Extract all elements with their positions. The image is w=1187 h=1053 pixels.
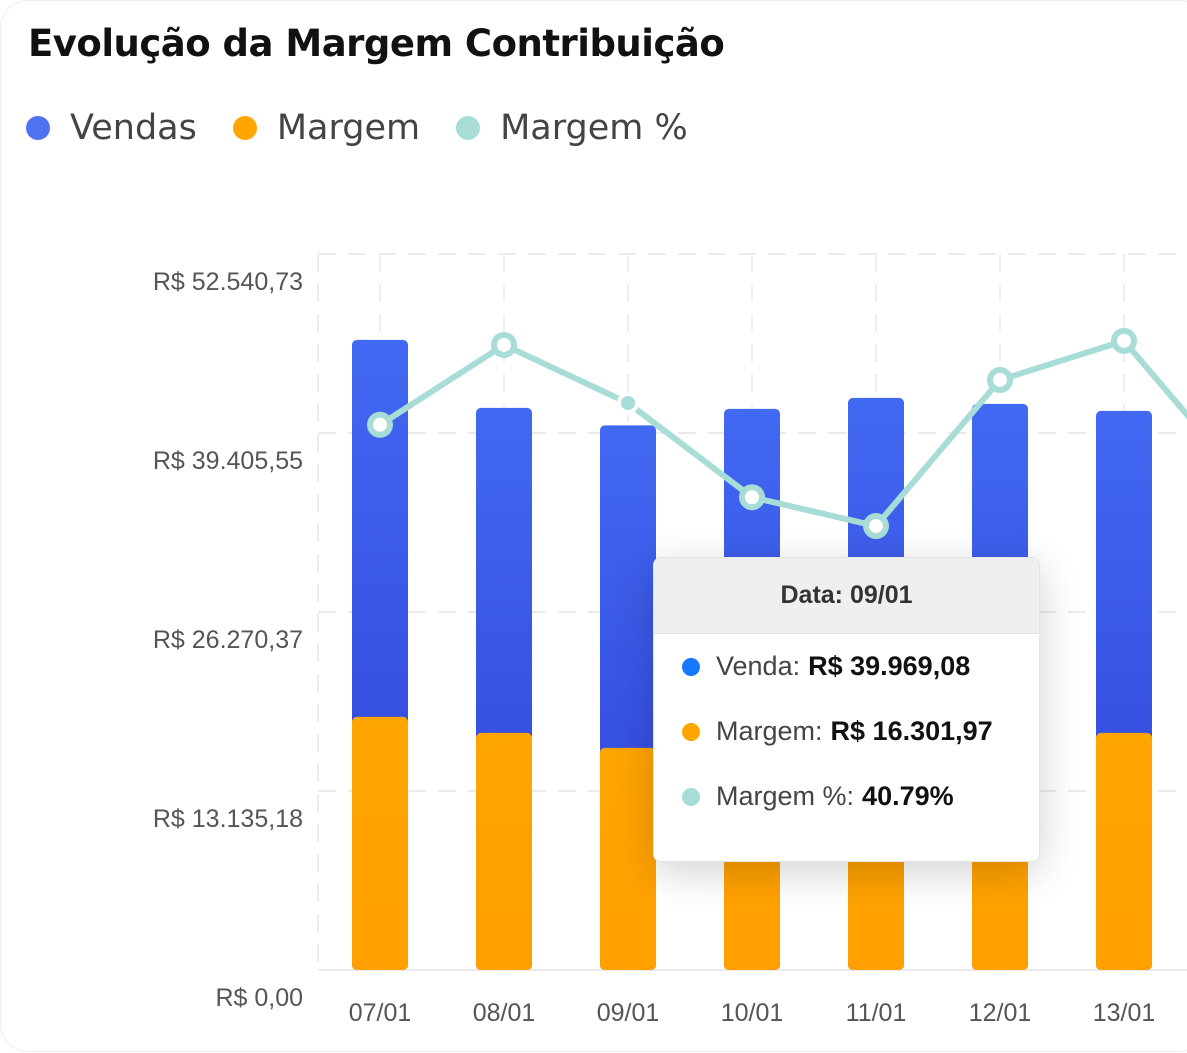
bar-margem	[600, 747, 656, 970]
y-tick-label: R$ 13.135,18	[153, 805, 303, 833]
point-margem-pct	[863, 513, 889, 540]
x-tick-label: 11/01	[846, 999, 907, 1027]
legend-item-vendas[interactable]: Vendas	[26, 108, 197, 148]
x-tick-label: 07/01	[349, 999, 412, 1027]
point-margem-pct	[987, 366, 1013, 393]
tooltip-header: Data: 09/01	[654, 558, 1039, 634]
chart-title: Evolução da Margem Contribuição	[28, 22, 725, 65]
bar-margem	[352, 716, 408, 970]
point-margem-pct	[1111, 327, 1137, 354]
bar-margem	[1096, 732, 1152, 970]
tooltip-label: Venda:	[716, 651, 801, 681]
x-tick-label: 12/01	[969, 999, 1032, 1027]
legend-dot-margem	[232, 116, 257, 140]
tooltip: Data: 09/01 Venda: R$ 39.969,08 Margem: R$…	[653, 557, 1040, 862]
legend-item-margem-pct[interactable]: Margem %	[456, 108, 688, 148]
tooltip-value: 40.79%	[862, 781, 954, 811]
tooltip-dot	[682, 722, 700, 741]
tooltip-value: R$ 16.301,97	[830, 716, 993, 746]
tooltip-dot	[682, 657, 700, 676]
tooltip-dot	[682, 787, 700, 806]
y-tick-label: R$ 39.405,55	[153, 447, 303, 475]
x-tick-label: 13/01	[1093, 999, 1156, 1027]
point-margem-pct	[367, 411, 393, 438]
legend-label: Vendas	[70, 108, 197, 148]
tooltip-label: Margem:	[716, 716, 823, 746]
legend-label: Margem %	[500, 108, 688, 148]
bar-margem	[476, 732, 532, 970]
x-tick-label: 09/01	[597, 999, 660, 1027]
legend-dot-margem-pct	[456, 116, 481, 140]
point-margem-pct	[739, 484, 765, 511]
tooltip-row-venda: Venda: R$ 39.969,08	[682, 634, 1039, 699]
x-tick-label: 08/01	[473, 999, 536, 1027]
x-tick-label: 10/01	[721, 999, 784, 1027]
point-margem-pct	[617, 392, 639, 414]
y-tick-label: R$ 52.540,73	[153, 268, 303, 296]
tooltip-row-margem: Margem: R$ 16.301,97	[682, 699, 1039, 764]
legend-item-margem[interactable]: Margem	[232, 108, 421, 148]
line-margem-pct	[378, 337, 1187, 530]
point-margem-pct	[491, 331, 517, 358]
y-tick-label: R$ 0,00	[215, 984, 303, 1012]
tooltip-row-margem-pct: Margem %: 40.79%	[682, 764, 1039, 829]
legend-label: Margem	[276, 108, 421, 148]
legend-dot-vendas	[26, 116, 50, 140]
legend: Vendas Margem Margem %	[26, 108, 688, 148]
tooltip-label: Margem %:	[716, 781, 855, 811]
tooltip-value: R$ 39.969,08	[808, 651, 971, 681]
y-tick-label: R$ 26.270,37	[153, 626, 303, 654]
